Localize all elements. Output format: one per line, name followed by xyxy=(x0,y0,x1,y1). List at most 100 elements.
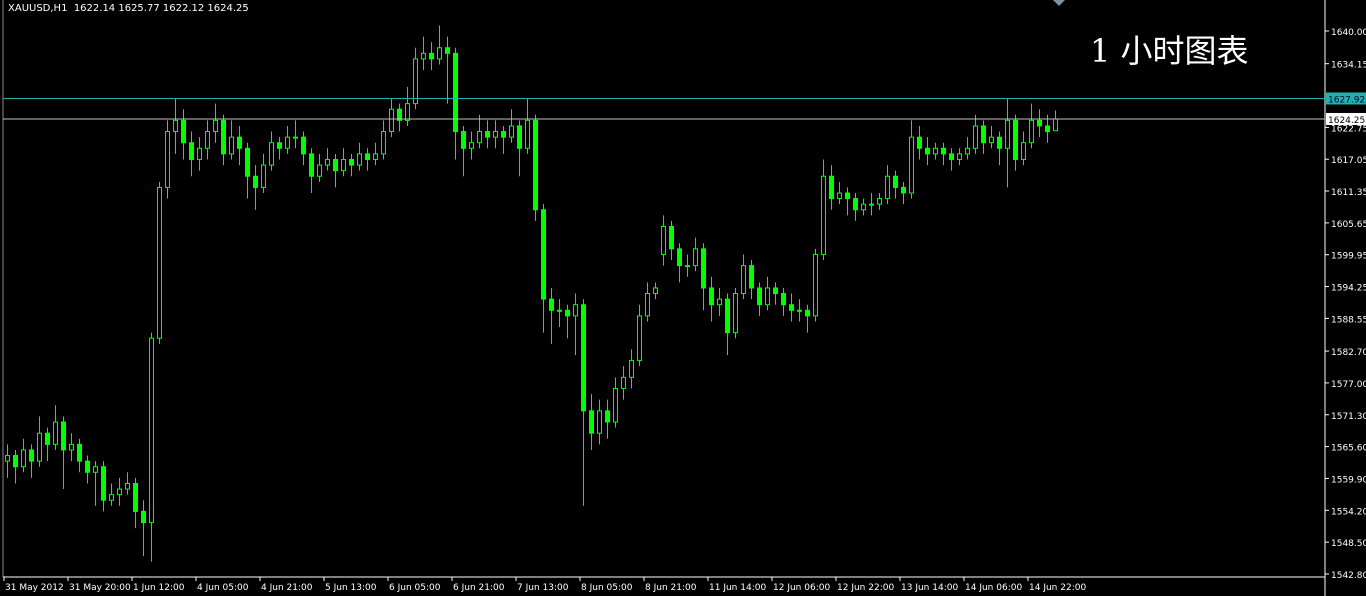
candle-body xyxy=(605,410,610,423)
candle-body xyxy=(613,388,618,423)
candle-body xyxy=(813,253,818,317)
candle-body xyxy=(437,47,442,60)
candle-body xyxy=(781,293,786,306)
time-tick-label: 14 Jun 22:00 xyxy=(1029,583,1086,593)
candle-body xyxy=(61,421,66,451)
time-tick-label: 6 Jun 05:00 xyxy=(389,583,441,593)
candle-body xyxy=(189,142,194,160)
bid-price-label: 1624.25 xyxy=(1328,116,1365,126)
candle-body xyxy=(461,131,466,149)
candle-body xyxy=(29,449,34,462)
symbol-label: XAUUSD,H1 xyxy=(8,3,68,14)
price-tick-label: 1611.35 xyxy=(1331,188,1366,198)
time-tick-label: 8 Jun 21:00 xyxy=(645,583,697,593)
time-tick-label: 4 Jun 21:00 xyxy=(261,583,313,593)
price-tick-label: 1577.00 xyxy=(1331,380,1366,390)
time-tick-label: 6 Jun 21:00 xyxy=(453,583,505,593)
candle-body xyxy=(869,203,874,206)
candle-body xyxy=(757,287,762,306)
candle-body xyxy=(965,147,970,155)
candle-body xyxy=(741,265,746,295)
candle-body xyxy=(293,136,298,139)
candle-body xyxy=(821,175,826,255)
candle-body xyxy=(693,248,698,267)
time-tick-label: 31 May 20:00 xyxy=(69,583,131,593)
candle-body xyxy=(493,131,498,138)
candle-body xyxy=(77,443,82,462)
chart-header: XAUUSD,H1 1622.14 1625.77 1622.12 1624.2… xyxy=(8,3,249,14)
candle-body xyxy=(533,119,538,211)
candle-body xyxy=(197,147,202,160)
candle-body xyxy=(477,131,482,144)
time-tick-label: 12 Jun 06:00 xyxy=(773,583,830,593)
candle-body xyxy=(901,186,906,194)
candle-body xyxy=(53,421,58,445)
candle-body xyxy=(573,304,578,317)
candle-body xyxy=(501,131,506,138)
candle-body xyxy=(877,198,882,205)
price-tick-label: 1565.60 xyxy=(1331,444,1366,454)
candle-body xyxy=(261,164,266,188)
candle-body xyxy=(253,175,258,188)
candle-body xyxy=(597,410,602,434)
candle-body xyxy=(941,147,946,155)
candle-body xyxy=(333,158,338,172)
candle-body xyxy=(725,298,730,334)
candle-body xyxy=(917,136,922,149)
candle-body xyxy=(405,103,410,121)
candle-body xyxy=(429,52,434,60)
candle-body xyxy=(773,287,778,295)
price-tick-label: 1640.00 xyxy=(1331,28,1366,38)
time-tick-label: 1 Jun 12:00 xyxy=(133,583,185,593)
price-tick-label: 1582.70 xyxy=(1331,348,1366,358)
time-tick-label: 5 Jun 13:00 xyxy=(325,583,377,593)
candle-body xyxy=(701,248,706,289)
candle-body xyxy=(157,186,162,339)
candle-body xyxy=(237,136,242,149)
candle-body xyxy=(989,136,994,144)
candle-body xyxy=(581,304,586,412)
candle-body xyxy=(229,136,234,155)
candle-body xyxy=(133,482,138,512)
candle-body xyxy=(997,136,1002,149)
candle-body xyxy=(21,449,26,468)
candle-body xyxy=(173,119,178,133)
time-tick-label: 31 May 2012 xyxy=(5,583,64,593)
candle-body xyxy=(45,432,50,445)
candle-body xyxy=(317,164,322,177)
time-tick-label: 14 Jun 06:00 xyxy=(965,583,1022,593)
candle-body xyxy=(885,175,890,200)
candle-body xyxy=(925,147,930,155)
candle-body xyxy=(205,131,210,149)
price-label-box xyxy=(1326,92,1366,105)
price-tick-label: 1571.30 xyxy=(1331,412,1366,422)
candle-body xyxy=(957,153,962,160)
candle-body xyxy=(1053,118,1058,132)
candle-body xyxy=(13,455,18,468)
candle-body xyxy=(5,455,10,462)
candle-body xyxy=(117,488,122,496)
candle-body xyxy=(629,360,634,378)
candle-body xyxy=(805,309,810,317)
price-tick-label: 1559.90 xyxy=(1331,475,1366,485)
candle-body xyxy=(101,466,106,501)
candle-body xyxy=(549,298,554,311)
candle-body xyxy=(381,131,386,155)
ohlc-readout: 1622.14 1625.77 1622.12 1624.25 xyxy=(73,3,249,14)
candle-body xyxy=(861,203,866,211)
candle-body xyxy=(37,432,42,462)
candle-body xyxy=(1005,119,1010,149)
candle-body xyxy=(677,248,682,267)
candle-body xyxy=(397,108,402,121)
level-price-label: 1627.92 xyxy=(1328,95,1365,105)
price-tick-label: 1605.65 xyxy=(1331,220,1366,230)
candle-body xyxy=(845,192,850,200)
candle-body xyxy=(389,108,394,133)
candle-body xyxy=(981,125,986,144)
candle-body xyxy=(661,226,666,255)
candle-body xyxy=(485,131,490,138)
candle-body xyxy=(765,287,770,306)
candle-body xyxy=(285,136,290,149)
